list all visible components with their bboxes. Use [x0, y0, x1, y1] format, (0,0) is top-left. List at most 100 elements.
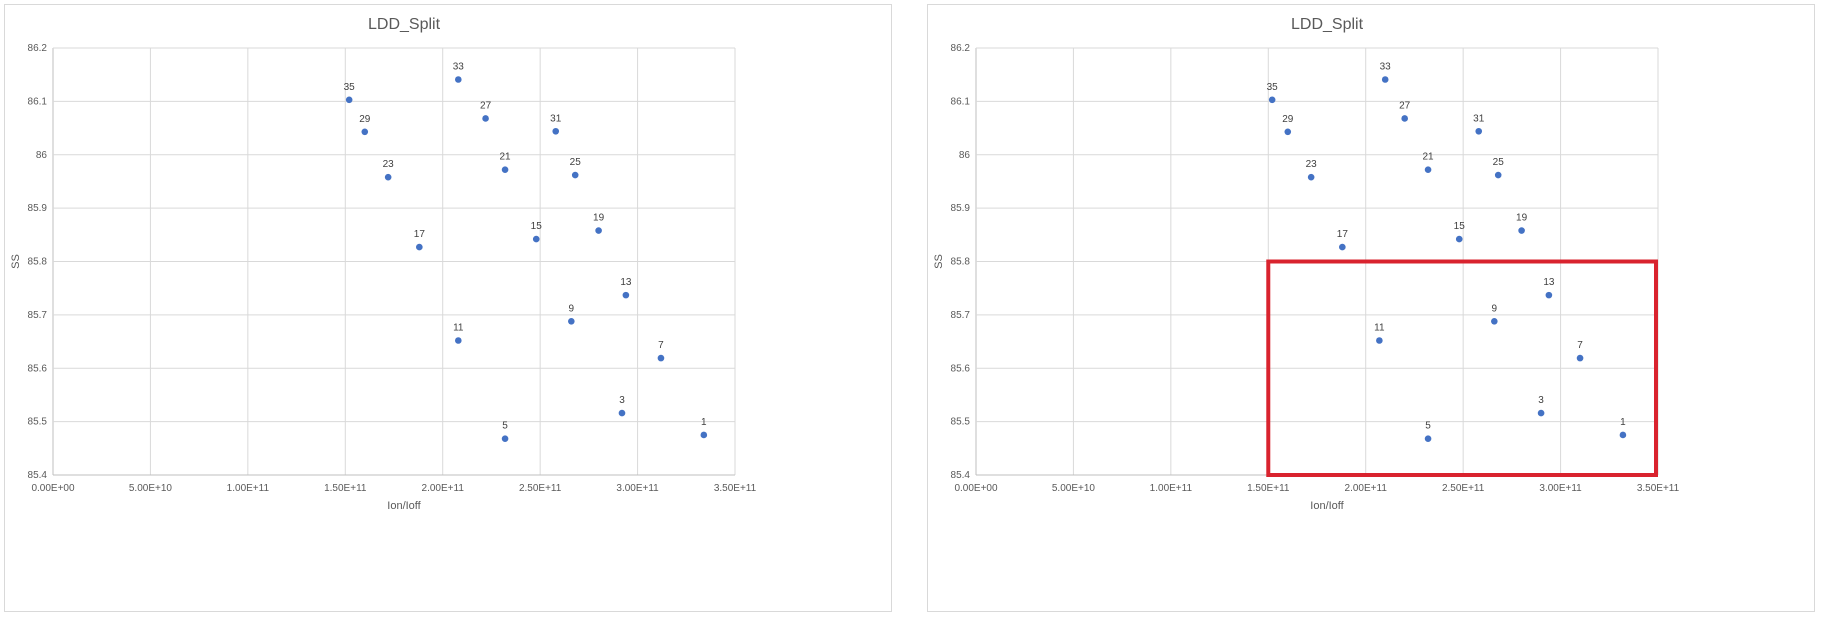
data-label: 1 — [701, 417, 707, 428]
data-label: 27 — [480, 100, 492, 111]
data-label: 33 — [1380, 61, 1392, 72]
y-tick-label: 86.1 — [951, 96, 971, 107]
data-label: 21 — [1423, 152, 1435, 163]
data-point — [345, 96, 353, 104]
data-point — [1475, 127, 1483, 135]
x-tick-label: 3.50E+11 — [714, 483, 757, 494]
data-label: 33 — [453, 61, 465, 72]
data-label: 5 — [502, 421, 508, 432]
y-tick-label: 85.7 — [951, 310, 971, 321]
data-label: 15 — [531, 221, 543, 232]
data-label: 29 — [359, 114, 371, 125]
y-tick-label: 85.5 — [28, 417, 48, 428]
y-axis-label: SS — [10, 254, 22, 269]
data-label: 25 — [570, 157, 582, 168]
data-label: 31 — [1473, 113, 1485, 124]
data-point — [482, 115, 489, 122]
data-point — [1376, 337, 1383, 344]
x-tick-label: 0.00E+00 — [31, 483, 75, 494]
data-point — [657, 354, 665, 362]
data-label: 35 — [344, 82, 356, 93]
data-label: 19 — [1516, 213, 1528, 224]
data-point — [455, 337, 462, 344]
x-tick-label: 3.00E+11 — [616, 483, 659, 494]
data-label: 13 — [620, 277, 632, 288]
chart-title: LDD_Split — [368, 16, 441, 33]
x-tick-label: 2.00E+11 — [1345, 483, 1388, 494]
x-tick-label: 5.00E+10 — [129, 483, 173, 494]
data-point — [501, 166, 509, 173]
data-point — [568, 317, 575, 325]
chart-title: LDD_Split — [1291, 16, 1364, 33]
data-label: 19 — [593, 213, 605, 224]
y-tick-label: 86.2 — [28, 43, 48, 54]
data-point — [1537, 409, 1545, 417]
data-point — [1424, 166, 1432, 173]
y-tick-label: 86.2 — [951, 43, 971, 54]
x-tick-label: 3.00E+11 — [1539, 483, 1582, 494]
data-label: 23 — [1306, 159, 1318, 170]
y-tick-label: 85.8 — [28, 257, 48, 268]
data-label: 9 — [569, 303, 575, 314]
data-label: 17 — [1337, 229, 1349, 240]
y-tick-label: 85.9 — [951, 203, 971, 214]
y-tick-label: 86 — [36, 150, 48, 161]
y-tick-label: 85.5 — [951, 417, 971, 428]
data-point — [552, 127, 560, 135]
x-tick-label: 1.00E+11 — [1150, 483, 1193, 494]
y-tick-label: 86 — [959, 150, 971, 161]
data-point — [1518, 227, 1525, 234]
y-tick-label: 86.1 — [28, 96, 48, 107]
data-point — [1455, 235, 1463, 243]
highlight-box — [1266, 259, 1658, 477]
y-tick-label: 85.4 — [951, 470, 971, 481]
data-label: 7 — [658, 340, 664, 351]
data-point — [1381, 76, 1389, 83]
data-point — [618, 409, 626, 417]
x-tick-label: 1.00E+11 — [227, 483, 270, 494]
x-tick-label: 3.50E+11 — [1637, 483, 1680, 494]
x-tick-label: 5.00E+10 — [1052, 483, 1096, 494]
data-label: 7 — [1577, 340, 1583, 351]
data-label: 11 — [453, 322, 464, 333]
data-point — [1339, 243, 1346, 251]
x-tick-label: 2.50E+11 — [519, 483, 562, 494]
data-point — [595, 227, 602, 234]
data-label: 35 — [1267, 82, 1279, 93]
data-point — [384, 173, 392, 181]
data-point — [1545, 291, 1553, 299]
scatter-chart-left: LDD_Split 0.00E+00 5.00E+10 1.00E+11 1.50E+1… — [10, 16, 757, 512]
x-axis-label: Ion/Ioff — [387, 500, 421, 512]
data-point — [1268, 96, 1276, 104]
scatter-chart-right: LDD_Split 0.00E+00 5.00E+10 1.00E+11 1.50E+1… — [933, 16, 1680, 512]
y-tick-label: 85.4 — [28, 470, 48, 481]
data-label: 31 — [550, 113, 562, 124]
data-label: 21 — [500, 152, 512, 163]
data-point — [1401, 115, 1408, 122]
data-label: 5 — [1425, 421, 1431, 432]
chart-panel-left: LDD_Split 0.00E+00 5.00E+10 1.00E+11 1.50E+1… — [4, 4, 892, 612]
data-point — [501, 435, 509, 443]
data-label: 3 — [1538, 395, 1544, 406]
x-tick-label: 2.00E+11 — [422, 483, 465, 494]
data-point — [622, 291, 630, 299]
y-tick-label: 85.8 — [951, 257, 971, 268]
data-label: 1 — [1620, 417, 1626, 428]
data-point — [532, 235, 540, 243]
y-axis-label: SS — [933, 254, 945, 269]
y-tick-label: 85.6 — [28, 363, 48, 374]
data-point — [361, 128, 369, 136]
data-point — [1284, 128, 1292, 136]
data-label: 23 — [383, 159, 395, 170]
x-tick-label: 0.00E+00 — [954, 483, 998, 494]
y-tick-label: 85.9 — [28, 203, 48, 214]
data-label: 25 — [1493, 157, 1505, 168]
data-label: 29 — [1282, 114, 1294, 125]
y-tick-label: 85.6 — [951, 363, 971, 374]
data-label: 9 — [1492, 303, 1498, 314]
data-point — [1424, 435, 1432, 443]
x-axis-label: Ion/Ioff — [1310, 500, 1344, 512]
data-point — [416, 243, 423, 251]
data-point — [700, 431, 708, 439]
data-point — [571, 171, 579, 179]
